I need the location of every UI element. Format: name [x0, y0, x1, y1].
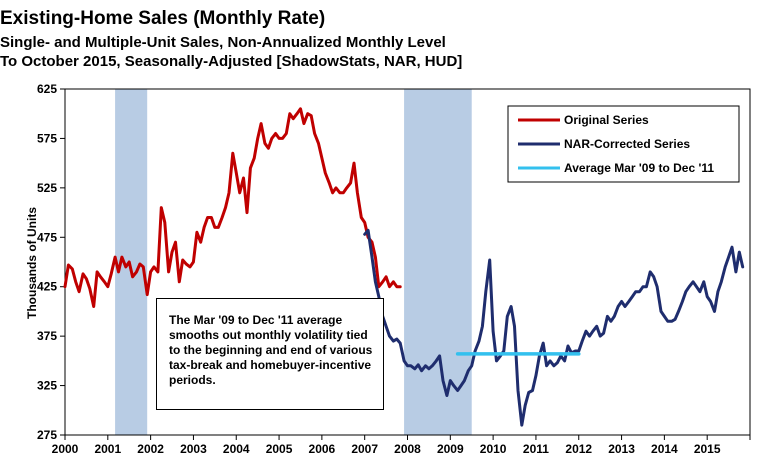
y-tick-label-275: 275 [37, 428, 57, 442]
annotation-box: The Mar '09 to Dec '11 average smooths o… [156, 298, 384, 410]
x-tick-label-2010: 2010 [480, 442, 507, 456]
x-tick-label-2006: 2006 [309, 442, 336, 456]
x-tick-label-2008: 2008 [394, 442, 421, 456]
x-tick-label-2005: 2005 [266, 442, 293, 456]
legend-label-nar: NAR-Corrected Series [564, 137, 690, 151]
x-tick-label-2000: 2000 [52, 442, 79, 456]
y-tick-label-475: 475 [37, 230, 57, 244]
x-tick-label-2014: 2014 [651, 442, 678, 456]
x-tick-label-2001: 2001 [94, 442, 121, 456]
chart-subtitle-2: To October 2015, Seasonally-Adjusted [Sh… [0, 53, 463, 70]
x-tick-label-2007: 2007 [351, 442, 378, 456]
nar-corrected-series-line [363, 228, 745, 427]
chart-subtitle-1: Single- and Multiple-Unit Sales, Non-Ann… [0, 34, 446, 51]
series-lines [63, 107, 745, 427]
y-tick-label-375: 375 [37, 329, 57, 343]
x-tick-label-2012: 2012 [565, 442, 592, 456]
y-tick-label-525: 525 [37, 181, 57, 195]
x-tick-label-2003: 2003 [180, 442, 207, 456]
x-tick-label-2004: 2004 [223, 442, 250, 456]
x-tick-label-2013: 2013 [608, 442, 635, 456]
legend-label-original: Original Series [564, 113, 649, 127]
x-tick-label-2011: 2011 [523, 442, 549, 456]
legend-label-average: Average Mar '09 to Dec '11 [564, 161, 714, 175]
legend: Original Series NAR-Corrected Series Ave… [507, 105, 740, 183]
x-tick-label-2002: 2002 [137, 442, 164, 456]
recession-band-1 [404, 89, 472, 435]
chart-title: Existing-Home Sales (Monthly Rate) [0, 8, 326, 29]
original-series-line [63, 107, 402, 308]
y-tick-label-575: 575 [37, 131, 57, 145]
y-tick-label-325: 325 [37, 379, 57, 393]
x-tick-label-2009: 2009 [437, 442, 464, 456]
y-tick-label-425: 425 [37, 280, 57, 294]
axis-ticks: 275 325 375 425 475 525 575 625 2000 2001 2002 2003… [37, 82, 751, 456]
x-tick-label-2015: 2015 [694, 442, 721, 456]
y-axis-label: Thousands of Units [25, 207, 39, 319]
y-tick-label-625: 625 [37, 82, 57, 96]
